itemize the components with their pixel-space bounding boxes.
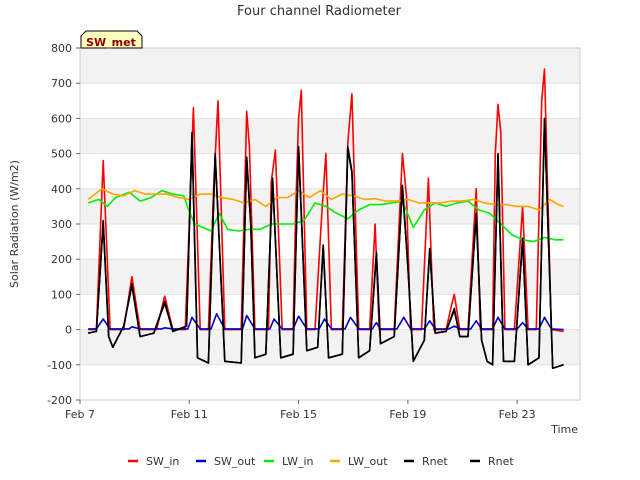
legend-label: LW_in — [282, 455, 314, 468]
legend-item: LW_in — [264, 455, 314, 468]
y-tick-label: 700 — [51, 77, 72, 90]
series-line-sw-out-1 — [88, 313, 564, 331]
series-line-lw-in-2 — [87, 189, 564, 243]
legend-label: LW_out — [348, 455, 388, 468]
legend-label: SW_in — [146, 455, 179, 468]
y-axis-label: Solar Radiation (W/m2) — [8, 160, 21, 288]
y-tick-label: 300 — [51, 218, 72, 231]
y-tick-label: 0 — [65, 324, 72, 337]
legend-item: Rnet — [470, 455, 514, 468]
series-line-rnet-5 — [88, 119, 564, 370]
legend-item: SW_out — [196, 455, 256, 468]
x-axis-ticks: Feb 7 Feb 11 Feb 15 Feb 19 Feb 23 — [65, 400, 536, 421]
legend-label: SW_out — [214, 455, 256, 468]
legend-label: Rnet — [422, 455, 448, 468]
y-tick-label: 500 — [51, 148, 72, 161]
y-tick-label: -100 — [47, 359, 72, 372]
y-tick-label: 400 — [51, 183, 72, 196]
legend: SW_in SW_out LW_in LW_out Rnet Rnet — [128, 455, 514, 468]
y-axis-ticks: -200 -100 0 100 200 300 400 500 600 700 800 — [47, 42, 80, 407]
y-tick-label: 100 — [51, 288, 72, 301]
x-tick-label: Feb 15 — [280, 408, 317, 421]
y-tick-label: 600 — [51, 112, 72, 125]
x-tick-label: Feb 11 — [171, 408, 208, 421]
plot-band — [80, 118, 580, 154]
legend-item: LW_out — [330, 455, 388, 468]
y-tick-label: -200 — [47, 394, 72, 407]
legend-item: SW_in — [128, 455, 179, 468]
x-axis-label: Time — [550, 423, 578, 436]
legend-item: Rnet — [404, 455, 448, 468]
y-tick-label: 800 — [51, 42, 72, 55]
x-tick-label: Feb 19 — [389, 408, 426, 421]
badge-shape — [80, 30, 143, 49]
badge-label: SW_met — [86, 36, 136, 49]
legend-label: Rnet — [488, 455, 514, 468]
plot-band — [80, 329, 580, 365]
plot-band — [80, 48, 580, 84]
series-lines — [87, 68, 564, 370]
x-tick-label: Feb 23 — [499, 408, 536, 421]
sw-met-badge: SW_met — [80, 30, 143, 49]
x-tick-label: Feb 7 — [65, 408, 95, 421]
chart-title: Four channel Radiometer — [237, 4, 402, 19]
y-tick-label: 200 — [51, 253, 72, 266]
series-line-lw-out-3 — [87, 188, 564, 211]
